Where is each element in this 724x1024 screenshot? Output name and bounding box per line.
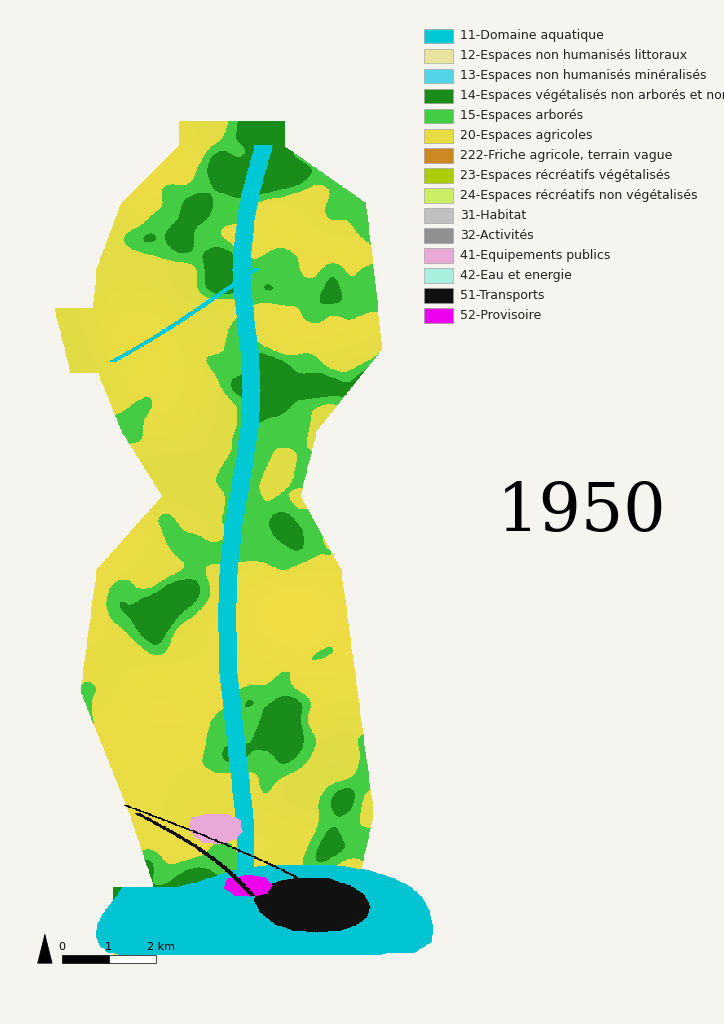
Text: 14-Espaces végétalisés non arborés et non h…: 14-Espaces végétalisés non arborés et no…: [460, 89, 724, 102]
Text: 12-Espaces non humanisés littoraux: 12-Espaces non humanisés littoraux: [460, 49, 687, 62]
Text: 52-Provisoire: 52-Provisoire: [460, 309, 541, 322]
Text: 31-Habitat: 31-Habitat: [460, 209, 526, 222]
Text: 2 km: 2 km: [148, 942, 175, 952]
Text: 51-Transports: 51-Transports: [460, 289, 544, 302]
Text: 15-Espaces arborés: 15-Espaces arborés: [460, 110, 583, 122]
Text: 32-Activités: 32-Activités: [460, 229, 534, 242]
Text: 1950: 1950: [497, 479, 666, 545]
Text: 13-Espaces non humanisés minéralisés: 13-Espaces non humanisés minéralisés: [460, 70, 706, 82]
Text: 23-Espaces récréatifs végétalisés: 23-Espaces récréatifs végétalisés: [460, 169, 670, 182]
Text: 41-Equipements publics: 41-Equipements publics: [460, 249, 610, 262]
Text: 0: 0: [58, 942, 65, 952]
Text: 222-Friche agricole, terrain vague: 222-Friche agricole, terrain vague: [460, 150, 672, 162]
Text: 24-Espaces récréatifs non végétalisés: 24-Espaces récréatifs non végétalisés: [460, 189, 697, 202]
Text: 42-Eau et energie: 42-Eau et energie: [460, 269, 572, 282]
Text: 20-Espaces agricoles: 20-Espaces agricoles: [460, 129, 592, 142]
Text: 1: 1: [105, 942, 112, 952]
Text: 11-Domaine aquatique: 11-Domaine aquatique: [460, 30, 604, 42]
